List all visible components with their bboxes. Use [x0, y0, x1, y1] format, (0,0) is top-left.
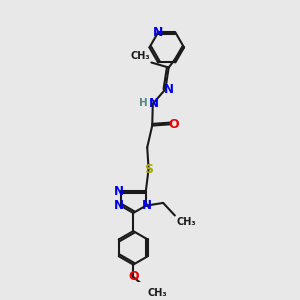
- Text: CH₃: CH₃: [147, 288, 167, 298]
- Text: O: O: [128, 270, 139, 284]
- Text: N: N: [149, 97, 159, 110]
- Text: N: N: [153, 26, 163, 39]
- Text: S: S: [144, 163, 153, 176]
- Text: H: H: [139, 98, 148, 108]
- Text: N: N: [114, 199, 124, 212]
- Text: CH₃: CH₃: [130, 51, 150, 61]
- Text: N: N: [114, 185, 124, 198]
- Text: N: N: [164, 83, 174, 96]
- Text: CH₃: CH₃: [176, 217, 196, 227]
- Text: N: N: [142, 199, 152, 212]
- Text: O: O: [168, 118, 179, 131]
